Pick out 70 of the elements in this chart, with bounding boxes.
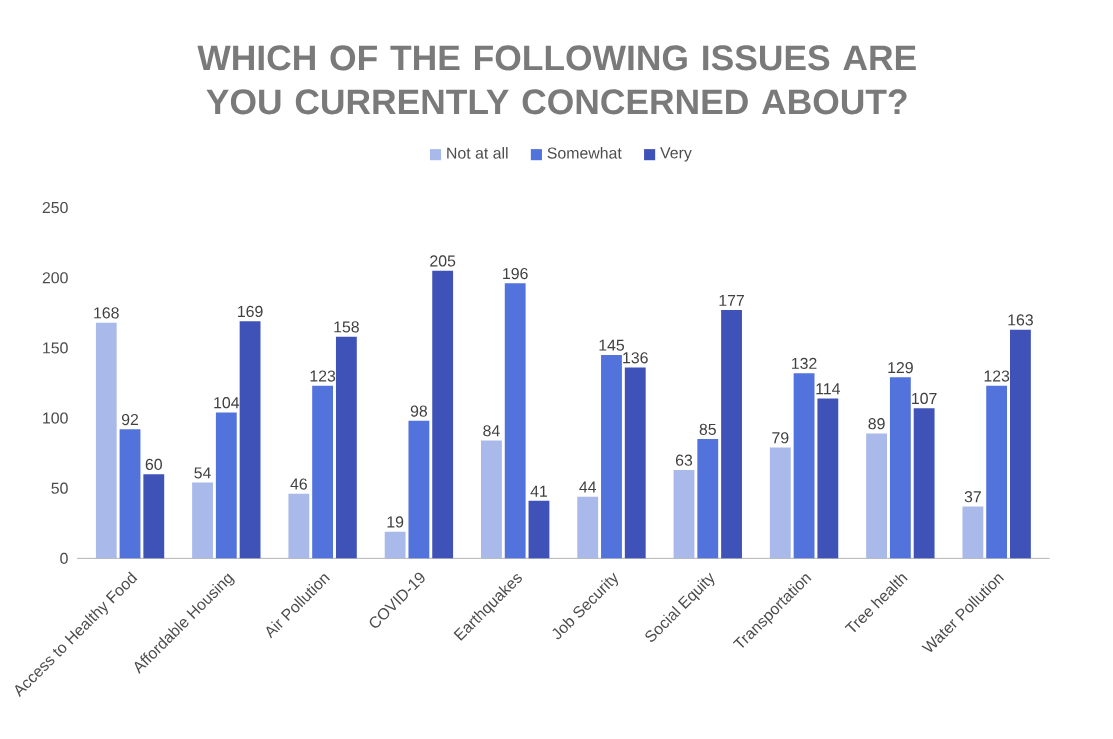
y-tick-label: 100 — [43, 412, 68, 424]
bar — [793, 373, 815, 559]
data-label: 85 — [699, 423, 716, 435]
bar — [624, 367, 646, 559]
bar — [408, 420, 430, 559]
bar — [577, 496, 599, 559]
data-label: 123 — [310, 370, 336, 382]
data-label: 123 — [984, 370, 1010, 382]
data-label: 136 — [623, 352, 648, 364]
bar — [962, 506, 984, 559]
bar — [866, 433, 888, 559]
data-label: 158 — [334, 321, 359, 333]
data-label: 54 — [194, 467, 211, 479]
data-label: 60 — [145, 458, 162, 471]
y-tick-label: 150 — [43, 342, 68, 354]
data-label: 84 — [483, 425, 500, 437]
bar — [721, 310, 742, 559]
data-label: 41 — [530, 485, 547, 497]
data-label: 19 — [387, 516, 404, 528]
data-label: 132 — [792, 357, 817, 369]
data-label: 145 — [599, 339, 625, 351]
data-label: 169 — [238, 305, 263, 318]
data-label: 196 — [503, 267, 528, 280]
bar — [192, 482, 213, 559]
bar — [239, 321, 261, 559]
chart-title: WHICH OF THE FOLLOWING ISSUES ARE YOU CURRENTLY CONCERNED ABOUT? — [197, 45, 916, 115]
bar — [673, 469, 695, 559]
bar — [504, 283, 526, 559]
bar — [697, 439, 719, 559]
bar — [528, 500, 550, 559]
legend-label: Very — [660, 147, 692, 162]
data-label: 98 — [410, 405, 428, 417]
bar — [817, 398, 839, 559]
data-label: 63 — [675, 454, 693, 466]
data-label: 168 — [94, 307, 119, 319]
y-tick-label: 50 — [51, 482, 68, 494]
bar — [1010, 329, 1031, 559]
legend-label: Not at all — [447, 147, 508, 159]
data-label: 129 — [888, 361, 913, 374]
data-label: 107 — [912, 392, 937, 405]
bar — [601, 354, 622, 559]
bar — [143, 474, 165, 559]
y-tick-label: 0 — [60, 552, 68, 564]
data-label: 44 — [579, 481, 597, 493]
bar — [335, 336, 357, 559]
data-label: 177 — [719, 294, 744, 306]
bar — [95, 322, 117, 559]
data-label: 104 — [214, 397, 240, 409]
data-label: 37 — [964, 491, 981, 503]
data-label: 92 — [121, 413, 139, 426]
legend-label: Somewhat — [547, 147, 622, 159]
bar — [384, 531, 406, 559]
y-tick-label: 250 — [42, 201, 68, 214]
bar — [769, 447, 791, 559]
bar — [986, 385, 1008, 559]
data-label: 163 — [1008, 314, 1033, 326]
bar — [432, 270, 454, 559]
bar — [119, 429, 141, 559]
y-tick-label: 200 — [42, 272, 68, 284]
bar — [288, 493, 310, 559]
data-label: 46 — [290, 478, 307, 490]
bar — [913, 408, 935, 559]
data-label: 89 — [868, 418, 885, 430]
data-label: 79 — [772, 432, 789, 444]
bar — [215, 412, 237, 559]
bar — [312, 385, 334, 559]
data-label: 114 — [816, 383, 841, 395]
data-label: 205 — [430, 255, 456, 267]
bar — [480, 440, 502, 559]
bar — [889, 377, 911, 559]
